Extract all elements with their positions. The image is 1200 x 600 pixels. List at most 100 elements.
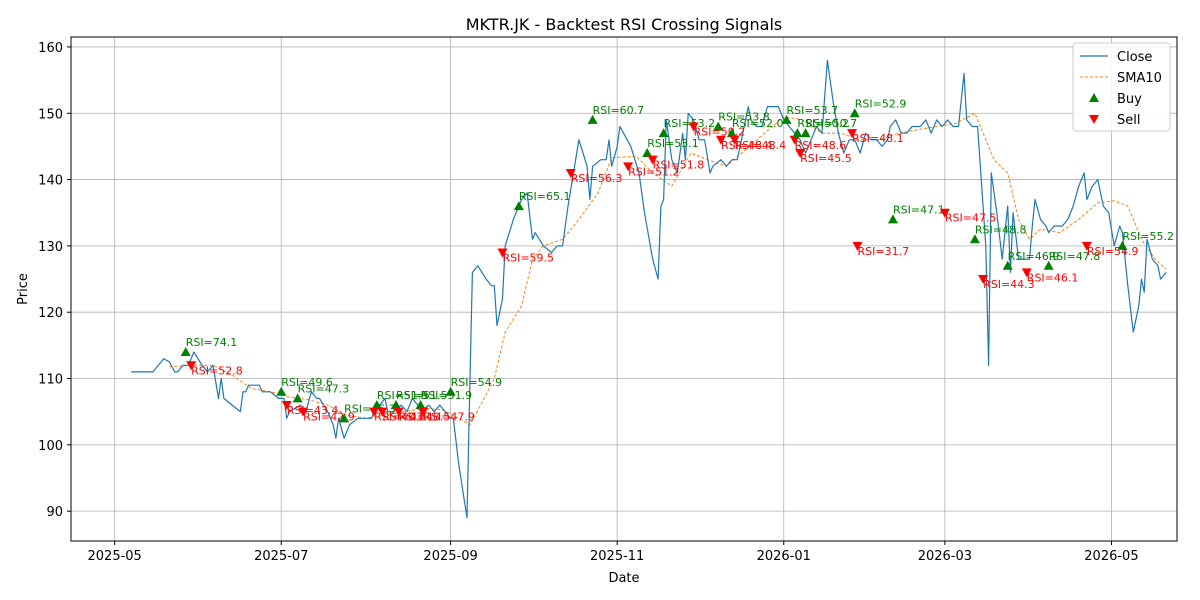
x-axis-title: Date bbox=[608, 571, 639, 586]
sell-signal-label: RSI=48.1 bbox=[852, 132, 904, 145]
sell-signal-marker bbox=[298, 407, 309, 417]
buy-signal-marker bbox=[800, 128, 811, 138]
buy-signal-marker bbox=[292, 393, 303, 403]
legend-sell-label: Sell bbox=[1117, 113, 1140, 128]
sell-signal-label: RSI=43.1 bbox=[382, 411, 434, 424]
buy-signal-marker bbox=[849, 108, 860, 118]
sell-signal-marker bbox=[393, 407, 404, 417]
buy-signal-marker bbox=[513, 201, 524, 211]
sell-signal-label: RSI=40.8 bbox=[374, 411, 426, 424]
sell-signal-marker bbox=[565, 168, 576, 178]
sell-signal-label: RSI=48.4 bbox=[735, 139, 787, 152]
y-axis-ticks: 90 100 110 120 130 140 150 160 bbox=[38, 41, 71, 520]
sell-signal-label: RSI=56.3 bbox=[571, 172, 623, 185]
buy-signal-label: RSI=48.8 bbox=[975, 223, 1027, 236]
buy-signal-marker bbox=[276, 386, 287, 396]
y-tick-label: 90 bbox=[46, 505, 63, 520]
sell-signal-marker bbox=[623, 162, 634, 172]
sell-signal-marker bbox=[729, 135, 740, 145]
buy-signal-marker bbox=[1043, 260, 1054, 270]
buy-signal-label: RSI=47.3 bbox=[298, 382, 350, 395]
legend-buy-marker bbox=[1089, 93, 1099, 102]
buy-signal-marker bbox=[1117, 240, 1128, 250]
buy-signal-marker bbox=[658, 128, 669, 138]
buy-signal-marker bbox=[445, 386, 456, 396]
y-tick-label: 110 bbox=[38, 373, 63, 388]
legend-box bbox=[1072, 42, 1171, 132]
y-tick-label: 130 bbox=[38, 240, 63, 255]
y-tick-label: 100 bbox=[38, 439, 63, 454]
buy-signal-label: RSI=49.6 bbox=[281, 376, 333, 389]
x-tick-label: 2025-11 bbox=[590, 549, 644, 564]
sell-signal-label: RSI=48.6 bbox=[795, 139, 847, 152]
buy-signal-marker bbox=[969, 234, 980, 244]
y-tick-label: 120 bbox=[38, 306, 63, 321]
x-tick-label: 2026-01 bbox=[757, 549, 811, 564]
buy-signal-label: RSI=53.7 bbox=[786, 104, 838, 117]
legend: Close SMA10 Buy Sell bbox=[1072, 42, 1171, 132]
chart-title: MKTR.JK - Backtest RSI Crossing Signals bbox=[466, 15, 783, 34]
close-line bbox=[131, 59, 1167, 519]
buy-signal-label: RSI=50.7 bbox=[806, 117, 858, 130]
sell-signal-label: RSI=45.5 bbox=[800, 152, 852, 165]
x-tick-label: 2026-05 bbox=[1084, 549, 1138, 564]
y-tick-label: 150 bbox=[38, 107, 63, 122]
y-tick-label: 160 bbox=[38, 41, 63, 56]
buy-signal-label: RSI=74.1 bbox=[186, 336, 238, 349]
buy-signal-label: RSI=52.0 bbox=[732, 117, 784, 130]
buy-signal-marker bbox=[713, 121, 724, 131]
buy-signal-marker bbox=[339, 413, 350, 423]
buy-signal-label: RSI=47.1 bbox=[893, 203, 945, 216]
sell-signal-label: RSI=47.5 bbox=[945, 212, 997, 225]
buy-signal-marker bbox=[415, 400, 426, 410]
sell-signal-marker bbox=[847, 129, 858, 139]
sell-signal-label: RSI=48.5 bbox=[399, 411, 451, 424]
buy-signal-label: RSI=46.9 bbox=[1008, 250, 1060, 263]
legend-sell-marker bbox=[1089, 115, 1099, 124]
sell-signal-label: RSI=47.9 bbox=[423, 411, 475, 424]
buy-signal-label: RSI=65.1 bbox=[519, 190, 571, 203]
legend-buy-label: Buy bbox=[1117, 92, 1142, 107]
legend-sma-label: SMA10 bbox=[1117, 71, 1162, 86]
buy-signal-label: RSI=53.8 bbox=[718, 111, 770, 124]
sell-signal-marker bbox=[939, 208, 950, 218]
x-tick-label: 2025-07 bbox=[254, 549, 308, 564]
sell-signal-label: RSI=52.8 bbox=[191, 364, 243, 377]
x-axis-ticks: 2025-05 2025-07 2025-09 2025-11 2026-01 2026-… bbox=[88, 541, 1139, 564]
plot-frame bbox=[70, 36, 1178, 542]
buy-signal-label: RSI=55.2 bbox=[1122, 230, 1174, 243]
sell-signal-marker bbox=[281, 401, 292, 411]
buy-signal-marker bbox=[887, 214, 898, 224]
buy-signal-marker bbox=[1002, 260, 1013, 270]
buy-signal-label: RSI=53.1 bbox=[647, 137, 699, 150]
sell-signal-marker bbox=[1021, 268, 1032, 278]
buy-signal-marker bbox=[642, 148, 653, 158]
buy-signal-marker bbox=[587, 114, 598, 124]
sell-signal-label: RSI=31.7 bbox=[857, 245, 909, 258]
y-axis-title: Price bbox=[16, 273, 31, 305]
x-tick-label: 2025-05 bbox=[88, 549, 142, 564]
sell-signal-marker bbox=[978, 275, 989, 285]
sell-signal-marker bbox=[186, 361, 197, 371]
sell-signal-marker bbox=[688, 122, 699, 132]
buy-signal-label: RSI=47.8 bbox=[1049, 250, 1101, 263]
sell-signal-label: RSI=46.1 bbox=[1027, 271, 1079, 284]
sell-signal-label: RSI=43.4 bbox=[287, 404, 339, 417]
buy-signal-label: RSI=60.7 bbox=[593, 104, 645, 117]
sell-signal-marker bbox=[377, 407, 388, 417]
x-tick-label: 2026-03 bbox=[918, 549, 972, 564]
sell-signal-marker bbox=[497, 248, 508, 258]
buy-signal-marker bbox=[781, 114, 792, 124]
sell-signal-label: RSI=54.9 bbox=[1087, 245, 1139, 258]
x-tick-label: 2025-09 bbox=[423, 549, 477, 564]
buy-signal-label: RSI=50.2 bbox=[797, 117, 849, 130]
buy-signal-marker bbox=[390, 400, 401, 410]
plot-area: RSI=74.1 RSI=52.8 RSI=49.6 RSI=43.4 RSI=47.3… bbox=[131, 59, 1174, 519]
sell-signal-label: RSI=44.3 bbox=[983, 278, 1035, 291]
buy-signal-marker bbox=[371, 400, 382, 410]
sell-signal-marker bbox=[715, 135, 726, 145]
buy-signal-marker bbox=[180, 347, 191, 356]
buy-signal-label: RSI=51.5 bbox=[377, 389, 429, 402]
buy-signal-label: RSI=51.5 bbox=[396, 389, 448, 402]
